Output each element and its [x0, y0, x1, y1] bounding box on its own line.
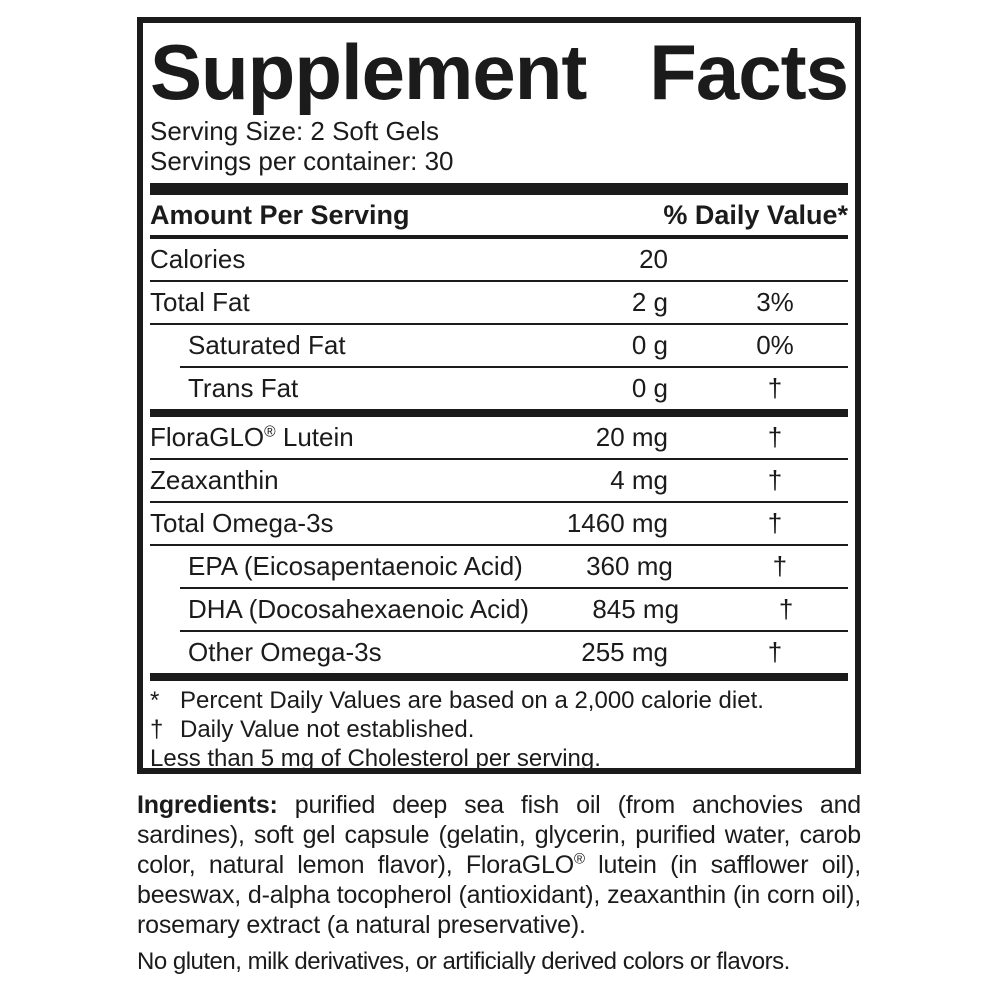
nutrient-name: Saturated Fat [188, 330, 346, 360]
nutrient-daily-value: † [778, 594, 794, 624]
nutrient-name: Other Omega-3s [188, 637, 382, 667]
row-separator [150, 323, 848, 325]
row-separator [150, 544, 848, 546]
table-row-floraglo-lutein: FloraGLO® Lutein 20 mg † [150, 417, 848, 458]
table-row-other-omega-3s: Other Omega-3s 255 mg † [150, 632, 848, 673]
header-underline [150, 235, 848, 239]
nutrient-daily-value: 3% [756, 287, 794, 317]
nutrient-amount: 845 mg [592, 594, 680, 624]
footnote-daily-value-not-established: † Daily Value not established. [150, 715, 848, 744]
nutrient-name: EPA (Eicosapentaenoic Acid) [188, 551, 523, 581]
nutrient-daily-value: † [767, 637, 783, 667]
ingredients-paragraph: Ingredients: purified deep sea fish oil … [137, 790, 861, 940]
footnote-text: Daily Value not established. [180, 716, 475, 743]
brand-name: FloraGLO [150, 422, 265, 452]
serving-info: Serving Size: 2 Soft Gels Servings per c… [150, 116, 848, 176]
nutrient-name: Total Fat [150, 287, 250, 317]
table-row-saturated-fat: Saturated Fat 0 g 0% [150, 325, 848, 366]
nutrient-table: Calories 20 Total Fat 2 g 3% Saturated F… [150, 239, 848, 673]
nutrient-daily-value: † [767, 422, 783, 452]
row-separator [150, 458, 848, 460]
nutrient-amount: 255 mg [581, 637, 668, 667]
row-separator [150, 280, 848, 282]
table-row-zeaxanthin: Zeaxanthin 4 mg † [150, 460, 848, 501]
asterisk-symbol: * [150, 687, 160, 714]
ingredients-section: Ingredients: purified deep sea fish oil … [137, 790, 861, 976]
serving-size-text: Serving Size: 2 Soft Gels [150, 116, 440, 146]
table-row-total-omega-3s: Total Omega-3s 1460 mg † [150, 503, 848, 544]
nutrient-amount: 20 [639, 244, 668, 274]
nutrient-daily-value: † [772, 551, 788, 581]
nutrient-daily-value: 0% [756, 330, 794, 360]
registered-trademark-icon: ® [264, 423, 276, 441]
table-header-row: Amount Per Serving % Daily Value* [150, 195, 848, 235]
table-row-total-fat: Total Fat 2 g 3% [150, 282, 848, 323]
row-separator-indented [180, 366, 848, 368]
nutrient-name: Calories [150, 244, 246, 274]
row-separator [150, 501, 848, 503]
registered-trademark-icon: ® [573, 850, 585, 868]
nutrient-name: DHA (Docosahexaenoic Acid) [188, 594, 530, 624]
title-word-supplement: Supplement [150, 28, 587, 116]
dagger-symbol: † [150, 716, 164, 743]
allergen-note: No gluten, milk derivatives, or artifici… [137, 948, 790, 975]
nutrient-amount: 0 g [631, 373, 668, 403]
nutrient-name: FloraGLO® Lutein [150, 422, 518, 453]
nutrient-daily-value: † [767, 465, 783, 495]
nutrient-amount: 2 g [631, 287, 668, 317]
ingredients-text-part1: purified deep sea fish oil (from anchovi… [137, 791, 861, 879]
nutrient-name: Zeaxanthin [150, 465, 279, 495]
footnote-text: Percent Daily Values are based on a 2,00… [180, 687, 764, 714]
ingredients-label: Ingredients: [137, 791, 278, 819]
table-row-calories: Calories 20 [150, 239, 848, 280]
row-separator-indented [180, 630, 848, 632]
cholesterol-note: Less than 5 mg of Cholesterol per servin… [150, 745, 601, 772]
nutrient-name-suffix: Lutein [275, 422, 354, 452]
table-row-dha: DHA (Docosahexaenoic Acid) 845 mg † [150, 589, 848, 630]
daily-value-header: % Daily Value* [663, 199, 848, 230]
nutrient-name: Total Omega-3s [150, 508, 334, 538]
divider-thick-bottom [150, 673, 848, 681]
nutrient-amount: 1460 mg [566, 508, 668, 538]
servings-per-container-text: Servings per container: 30 [150, 146, 454, 176]
footnote-daily-values: * Percent Daily Values are based on a 2,… [150, 686, 848, 715]
table-row-epa: EPA (Eicosapentaenoic Acid) 360 mg † [150, 546, 848, 587]
divider-thick-middle [150, 409, 848, 417]
divider-thick-top [150, 183, 848, 195]
title-word-facts: Facts [649, 28, 849, 116]
row-separator-indented [180, 587, 848, 589]
panel-title: Supplement Facts [150, 28, 849, 116]
footnotes: * Percent Daily Values are based on a 2,… [150, 686, 848, 773]
table-row-trans-fat: Trans Fat 0 g † [150, 368, 848, 409]
nutrient-amount: 0 g [631, 330, 668, 360]
nutrient-amount: 20 mg [595, 422, 668, 452]
nutrient-daily-value: † [767, 508, 783, 538]
amount-per-serving-header: Amount Per Serving [150, 199, 410, 230]
nutrient-amount: 4 mg [610, 465, 668, 495]
ingredients-text-part2: lutein (in safflower oil), beeswax, d-al… [137, 851, 861, 939]
nutrient-daily-value: † [767, 373, 783, 403]
nutrient-name: Trans Fat [188, 373, 299, 403]
supplement-facts-panel: Supplement Facts Serving Size: 2 Soft Ge… [137, 17, 861, 774]
nutrient-amount: 360 mg [586, 551, 673, 581]
